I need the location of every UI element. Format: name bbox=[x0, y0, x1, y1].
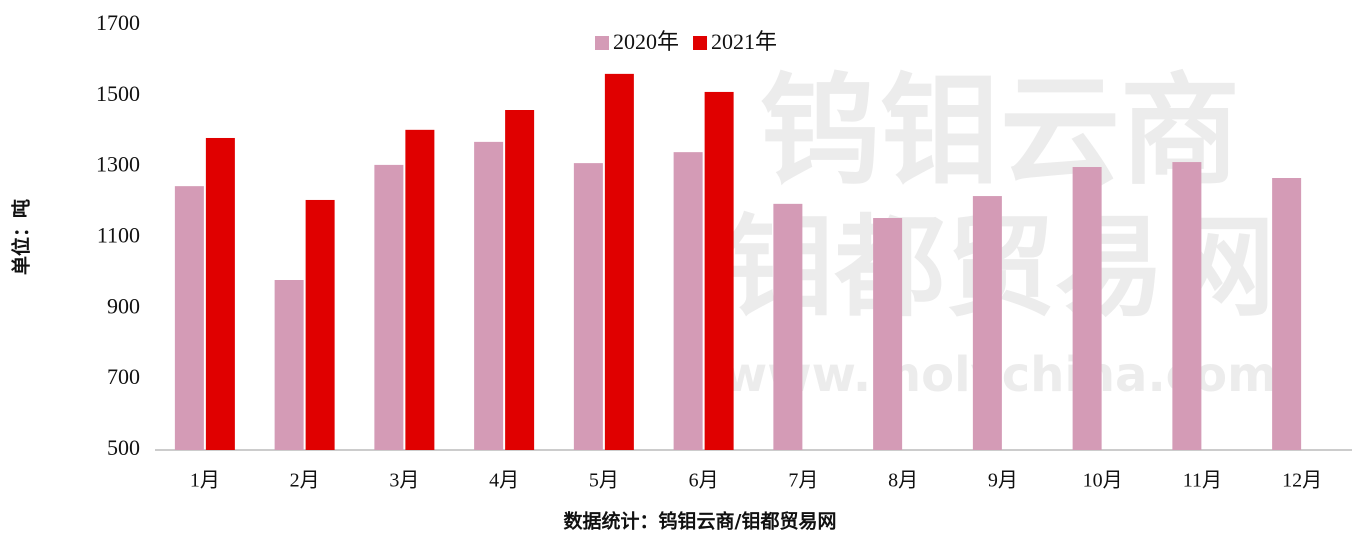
legend-swatch bbox=[693, 36, 708, 50]
bar bbox=[873, 218, 903, 450]
bar bbox=[305, 199, 335, 450]
bar bbox=[405, 129, 435, 451]
y-tick-label: 1100 bbox=[97, 223, 140, 248]
x-tick-label: 7月 bbox=[788, 470, 818, 492]
x-tick-label: 4月 bbox=[489, 470, 519, 492]
y-tick-label: 1700 bbox=[96, 10, 140, 35]
legend-label: 2020年 bbox=[613, 29, 679, 54]
legend-swatch bbox=[595, 36, 609, 50]
bar bbox=[773, 203, 803, 450]
bar bbox=[1072, 167, 1102, 451]
x-tick-label: 3月 bbox=[389, 470, 419, 492]
bar bbox=[374, 164, 404, 451]
legend-label: 2021年 bbox=[711, 29, 777, 54]
watermark: 钨钼云商 bbox=[760, 63, 1240, 202]
bar bbox=[1272, 178, 1302, 450]
y-axis-label: 单位：吨 bbox=[10, 199, 33, 275]
bar bbox=[174, 186, 204, 451]
bar bbox=[972, 196, 1002, 450]
x-tick-label: 11月 bbox=[1183, 470, 1222, 492]
x-tick-label: 5月 bbox=[589, 470, 619, 492]
bar bbox=[1172, 162, 1202, 450]
bar bbox=[505, 110, 535, 450]
x-tick-label: 2月 bbox=[290, 470, 320, 492]
y-tick-label: 1300 bbox=[96, 152, 140, 177]
x-tick-label: 10月 bbox=[1083, 470, 1123, 492]
source-note: 数据统计：钨钼云商/钼都贸易网 bbox=[564, 510, 837, 533]
y-tick-label: 500 bbox=[107, 435, 140, 460]
bar bbox=[474, 141, 504, 450]
bar bbox=[205, 137, 235, 450]
x-tick-label: 9月 bbox=[988, 470, 1018, 492]
bar bbox=[673, 152, 703, 451]
y-tick-label: 1500 bbox=[96, 81, 140, 106]
y-tick-label: 700 bbox=[107, 364, 140, 389]
y-tick-label: 900 bbox=[107, 293, 140, 318]
bar bbox=[573, 163, 603, 450]
x-tick-label: 1月 bbox=[190, 470, 220, 492]
bar bbox=[274, 280, 304, 450]
x-tick-label: 6月 bbox=[689, 470, 719, 492]
x-tick-label: 8月 bbox=[888, 470, 918, 492]
x-tick-label: 12月 bbox=[1282, 470, 1322, 492]
bar bbox=[604, 73, 634, 450]
bar bbox=[704, 91, 734, 450]
